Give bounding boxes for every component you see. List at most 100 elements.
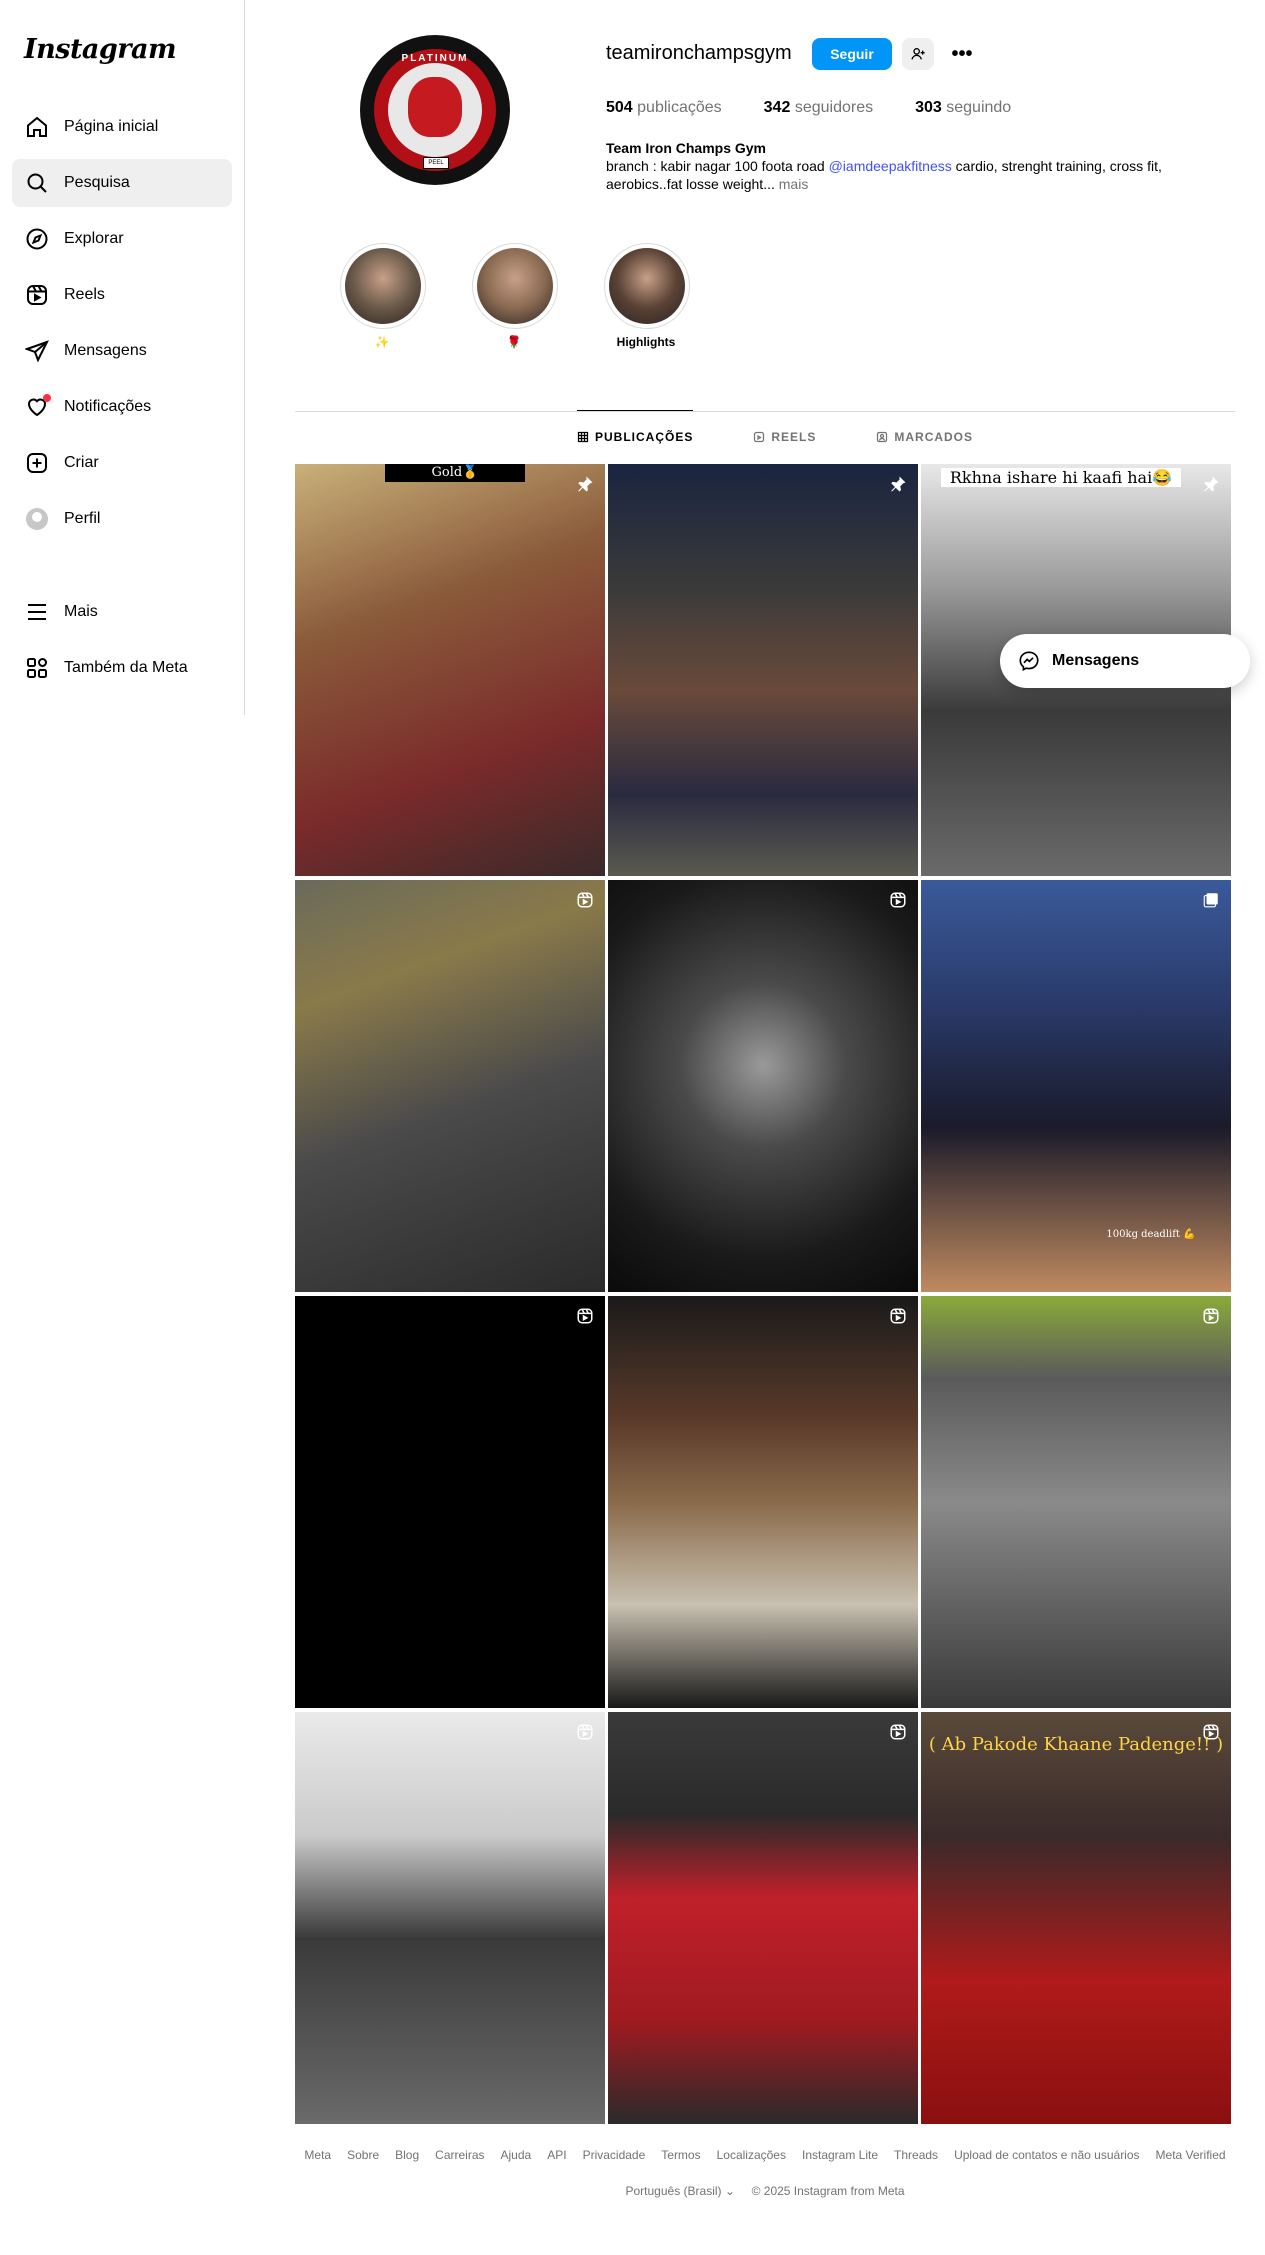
avatar-tag: PEEL xyxy=(423,157,449,169)
follow-button[interactable]: Seguir xyxy=(812,38,892,70)
post-tile[interactable] xyxy=(608,464,918,876)
sidebar-item-mais[interactable]: Mais xyxy=(12,588,232,636)
post-tile[interactable]: Gold🥇 xyxy=(295,464,605,876)
sidebar-item-reels[interactable]: Reels xyxy=(12,271,232,319)
sidebar-item-pagina-inicial[interactable]: Página inicial xyxy=(12,103,232,151)
tab-reels[interactable]: REELS xyxy=(753,410,816,463)
footer-link-api[interactable]: API xyxy=(547,2148,567,2162)
post-tile[interactable] xyxy=(608,1296,918,1708)
highlight-cover xyxy=(472,243,558,329)
sidebar: Instagram Página inicial Pesquisa Explorar… xyxy=(0,0,245,715)
search-icon xyxy=(24,170,50,196)
following-stat[interactable]: 303 seguindo xyxy=(915,99,1012,116)
instagram-logo[interactable]: Instagram xyxy=(24,34,177,65)
messages-popup-label: Mensagens xyxy=(1052,652,1140,669)
profile-tabs: PUBLICAÇÕES REELS MARCADOS xyxy=(577,410,973,463)
bio-line-2: aerobics..fat losse weight... mais xyxy=(606,176,809,192)
profile-stats: 504 publicações 342 seguidores 303 segui… xyxy=(606,99,1011,117)
heart-icon xyxy=(24,394,51,420)
highlight-item[interactable]: 🌹 xyxy=(472,243,558,349)
tab-marcados[interactable]: MARCADOS xyxy=(876,410,973,463)
sidebar-item-pesquisa[interactable]: Pesquisa xyxy=(12,159,232,207)
footer-link-meta-verified[interactable]: Meta Verified xyxy=(1155,2148,1226,2162)
post-caption-overlay: ( Ab Pakode Khaane Padenge!! ) xyxy=(928,1734,1224,1755)
story-highlights: ✨ 🌹 Highlights xyxy=(340,243,690,349)
post-tile[interactable]: 100kg deadlift 💪 xyxy=(921,880,1231,1292)
post-caption-overlay: Rkhna ishare hi kaafi hai😂 xyxy=(941,468,1181,487)
post-tile[interactable]: ( Ab Pakode Khaane Padenge!! ) xyxy=(921,1712,1231,2124)
avatar-mascot xyxy=(408,77,462,137)
sidebar-item-label: Também da Meta xyxy=(64,659,188,676)
sidebar-item-tambem-da-meta[interactable]: Também da Meta xyxy=(12,644,232,692)
post-caption-overlay: 100kg deadlift 💪 xyxy=(1106,1229,1196,1240)
posts-grid: Gold🥇 Rkhna ishare hi kaafi hai😂 100kg dea… xyxy=(295,464,1231,2124)
reel-icon xyxy=(575,890,595,910)
pin-icon xyxy=(1201,474,1221,494)
profile-avatar[interactable]: PLATINUM PEEL xyxy=(360,35,510,185)
menu-icon xyxy=(24,599,50,625)
language-selector[interactable]: Português (Brasil) ⌄ xyxy=(625,2184,735,2198)
bio-mention-link[interactable]: @iamdeepakfitness xyxy=(828,158,952,174)
sidebar-item-label: Mais xyxy=(64,603,98,620)
sidebar-item-label: Notificações xyxy=(64,398,152,415)
pin-icon xyxy=(575,474,595,494)
post-tile[interactable] xyxy=(295,880,605,1292)
more-options-button[interactable]: ••• xyxy=(946,38,978,70)
sidebar-item-notificacoes[interactable]: Notificações xyxy=(12,383,232,431)
footer-link-blog[interactable]: Blog xyxy=(395,2148,420,2162)
sidebar-item-criar[interactable]: Criar xyxy=(12,439,232,487)
posts-stat: 504 publicações xyxy=(606,99,722,116)
footer-link-sobre[interactable]: Sobre xyxy=(347,2148,380,2162)
footer-links: Meta Sobre Blog Carreiras Ajuda API Privacidad… xyxy=(295,2148,1235,2162)
reel-icon xyxy=(888,1306,908,1326)
reel-icon xyxy=(1201,1306,1221,1326)
post-tile[interactable] xyxy=(295,1296,605,1708)
bio-more-link[interactable]: mais xyxy=(778,176,809,192)
footer-link-termos[interactable]: Termos xyxy=(661,2148,701,2162)
pin-icon xyxy=(888,474,908,494)
reel-icon xyxy=(888,1722,908,1742)
tab-publicacoes[interactable]: PUBLICAÇÕES xyxy=(577,410,694,463)
tabs-divider xyxy=(295,411,1235,412)
bio-name: Team Iron Champs Gym xyxy=(606,140,767,156)
footer-link-upload-de-contatos-e-nao-usuarios[interactable]: Upload de contatos e não usuários xyxy=(954,2148,1140,2162)
sidebar-item-label: Criar xyxy=(64,454,99,471)
reel-icon xyxy=(888,890,908,910)
post-tile[interactable] xyxy=(608,1712,918,2124)
reel-icon xyxy=(575,1722,595,1742)
explore-icon xyxy=(24,226,50,252)
suggested-users-button[interactable] xyxy=(902,38,934,70)
messages-popup[interactable]: Mensagens xyxy=(1000,634,1250,688)
profile-bio: Team Iron Champs Gym branch : kabir naga… xyxy=(606,139,1206,193)
grid-icon xyxy=(577,431,589,443)
footer-link-localizacoes[interactable]: Localizações xyxy=(716,2148,786,2162)
post-tile[interactable] xyxy=(295,1712,605,2124)
highlight-label: ✨ xyxy=(374,335,390,349)
sidebar-item-label: Reels xyxy=(64,286,105,303)
post-tile[interactable] xyxy=(921,1296,1231,1708)
sidebar-item-label: Pesquisa xyxy=(64,174,130,191)
footer-link-privacidade[interactable]: Privacidade xyxy=(582,2148,646,2162)
sidebar-item-perfil[interactable]: Perfil xyxy=(12,495,232,543)
footer-link-threads[interactable]: Threads xyxy=(894,2148,939,2162)
reels-icon xyxy=(24,282,50,308)
meta-apps-icon xyxy=(24,655,50,681)
sidebar-item-explorar[interactable]: Explorar xyxy=(12,215,232,263)
avatar-text: PLATINUM xyxy=(401,53,469,64)
footer-link-carreiras[interactable]: Carreiras xyxy=(435,2148,485,2162)
footer-link-meta[interactable]: Meta xyxy=(304,2148,332,2162)
ellipsis-icon: ••• xyxy=(951,42,973,65)
highlight-item[interactable]: Highlights xyxy=(604,243,690,349)
followers-stat[interactable]: 342 seguidores xyxy=(763,99,874,116)
highlight-item[interactable]: ✨ xyxy=(340,243,426,349)
profile-username: teamironchampsgym xyxy=(606,42,792,64)
footer-link-ajuda[interactable]: Ajuda xyxy=(500,2148,532,2162)
sidebar-bottom-nav: Mais Também da Meta xyxy=(12,588,232,700)
bio-line-1: branch : kabir nagar 100 foota road @iam… xyxy=(606,158,1162,174)
sidebar-item-mensagens[interactable]: Mensagens xyxy=(12,327,232,375)
sidebar-nav: Página inicial Pesquisa Explorar Reels Mensa… xyxy=(12,103,232,551)
create-icon xyxy=(24,450,50,476)
reels-tab-icon xyxy=(753,431,765,443)
footer-link-instagram-lite[interactable]: Instagram Lite xyxy=(801,2148,879,2162)
post-tile[interactable] xyxy=(608,880,918,1292)
